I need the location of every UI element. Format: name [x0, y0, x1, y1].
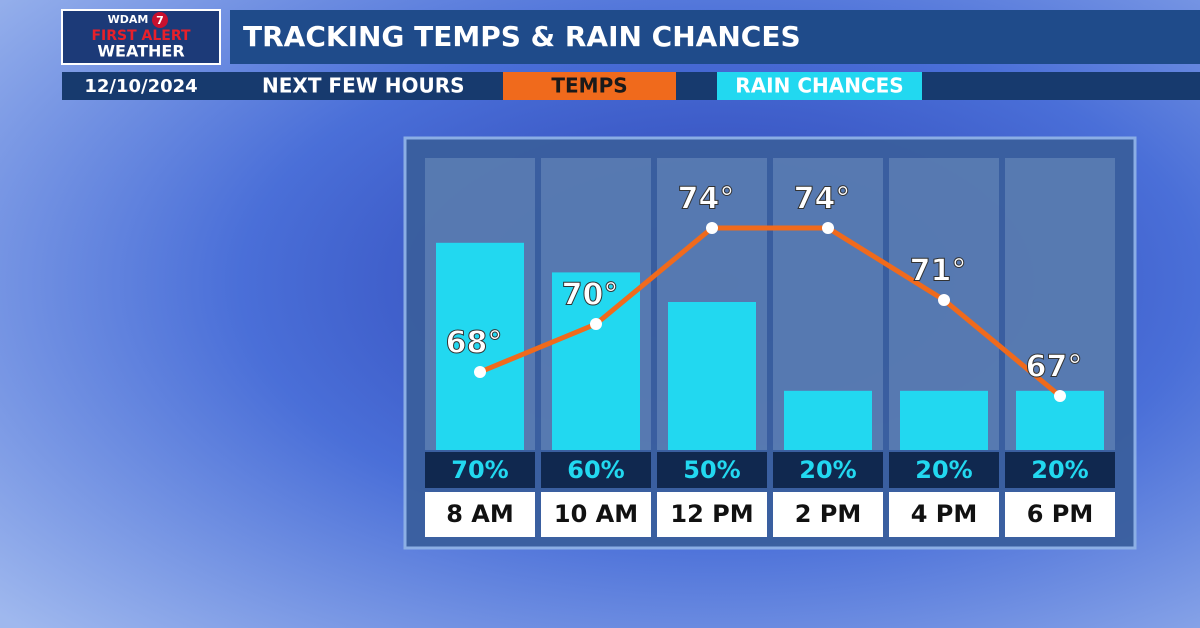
rain-label: 50% — [683, 456, 740, 484]
date: 12/10/2024 — [84, 76, 197, 97]
period: NEXT FEW HOURS — [262, 74, 465, 98]
title-bar — [230, 10, 1200, 64]
time-bg — [425, 492, 535, 537]
rain-label: 70% — [451, 456, 508, 484]
rain-label-bg — [1005, 452, 1115, 488]
rain-label: 20% — [1031, 456, 1088, 484]
time-bg — [657, 492, 767, 537]
rain-label-bg — [889, 452, 999, 488]
temp-point — [474, 366, 486, 378]
rain-bar — [900, 390, 988, 450]
rain-label-bg — [425, 452, 535, 488]
channel: 7 — [156, 14, 164, 27]
x-tick-label: 8 AM — [446, 500, 514, 528]
rain-bar — [436, 242, 524, 450]
rain-label-bg — [657, 452, 767, 488]
temp-label: 71° — [910, 254, 967, 289]
time-bg — [541, 492, 651, 537]
rain-label: 60% — [567, 456, 624, 484]
title: TRACKING TEMPS & RAIN CHANCES — [243, 20, 801, 53]
temp-label: 74° — [794, 182, 851, 217]
legend-label: RAIN CHANCES — [735, 74, 903, 98]
temp-label: 74° — [678, 182, 735, 217]
temp-label: 67° — [1026, 350, 1083, 385]
x-tick-label: 12 PM — [670, 500, 753, 528]
legend-swatch — [503, 72, 676, 100]
brand-line1: FIRST ALERT — [91, 28, 191, 44]
time-bg — [1005, 492, 1115, 537]
time-bg — [889, 492, 999, 537]
temp-point — [938, 294, 950, 306]
x-tick-label: 6 PM — [1027, 500, 1094, 528]
temp-point — [822, 222, 834, 234]
channel-badge — [152, 12, 168, 28]
legend-label: TEMPS — [551, 74, 627, 98]
rain-label-bg — [773, 452, 883, 488]
temp-label: 68° — [446, 326, 503, 361]
rain-label-bg — [541, 452, 651, 488]
x-tick-label: 2 PM — [795, 500, 862, 528]
temp-point — [706, 222, 718, 234]
legend-swatch — [717, 72, 922, 100]
x-tick-label: 10 AM — [554, 500, 638, 528]
station: WDAM — [108, 13, 149, 26]
rain-bar — [668, 302, 756, 450]
temp-line — [479, 225, 1062, 398]
logo-box — [61, 9, 221, 65]
rain-bar — [784, 390, 872, 450]
temp-label: 70° — [562, 278, 619, 313]
rain-label: 20% — [799, 456, 856, 484]
time-bg — [773, 492, 883, 537]
x-tick-label: 4 PM — [911, 500, 978, 528]
temp-point — [590, 318, 602, 330]
temp-point — [1054, 390, 1066, 402]
brand-line2: WEATHER — [97, 42, 184, 61]
rain-label: 20% — [915, 456, 972, 484]
